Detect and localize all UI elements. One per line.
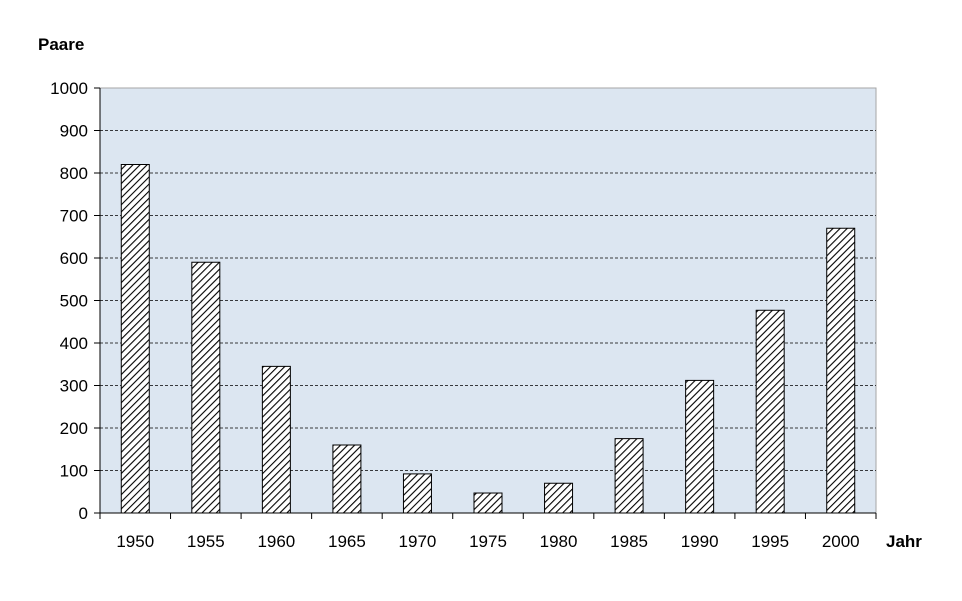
y-tick-label: 300 (60, 377, 88, 396)
y-tick-label: 700 (60, 207, 88, 226)
bar-1990 (685, 379, 715, 514)
gridlines (100, 130, 876, 471)
y-tick-label: 100 (60, 462, 88, 481)
x-tick-label: 1985 (610, 532, 648, 551)
bar-1995 (755, 309, 785, 514)
bar-1950 (120, 164, 150, 514)
x-tick-label: 1990 (681, 532, 719, 551)
axes (94, 87, 877, 519)
y-tick-labels: 0 100 200 300 400 500 600 700 800 900 1000 (50, 79, 88, 523)
x-tick-labels: 1950 1955 1960 1965 1970 1975 1980 1985 1990 1995… (116, 532, 859, 551)
y-axis-label: Paare (38, 35, 84, 54)
bar-1970 (402, 473, 432, 514)
y-tick-label: 200 (60, 419, 88, 438)
x-tick-label: 1955 (187, 532, 225, 551)
bar-1980 (544, 482, 574, 514)
bar-1985 (614, 438, 644, 514)
x-tick-label: 1950 (116, 532, 154, 551)
y-tick-label: 0 (79, 504, 88, 523)
y-tick-label: 400 (60, 334, 88, 353)
x-tick-label: 1995 (751, 532, 789, 551)
y-tick-label: 500 (60, 292, 88, 311)
bar-1975 (473, 492, 503, 514)
bar-1955 (191, 261, 221, 514)
x-tick-label: 1975 (469, 532, 507, 551)
bar-1965 (332, 444, 362, 514)
x-tick-label: 2000 (822, 532, 860, 551)
bar-2000 (826, 227, 856, 514)
x-tick-label: 1965 (328, 532, 366, 551)
y-tick-label: 600 (60, 249, 88, 268)
x-tick-label: 1980 (540, 532, 578, 551)
x-tick-label: 1960 (257, 532, 295, 551)
x-tick-label: 1970 (399, 532, 437, 551)
x-axis-label: Jahr (886, 532, 922, 551)
bars (120, 164, 856, 514)
y-tick-label: 1000 (50, 79, 88, 98)
y-tick-label: 900 (60, 122, 88, 141)
y-tick-label: 800 (60, 164, 88, 183)
bar-1960 (261, 365, 291, 514)
